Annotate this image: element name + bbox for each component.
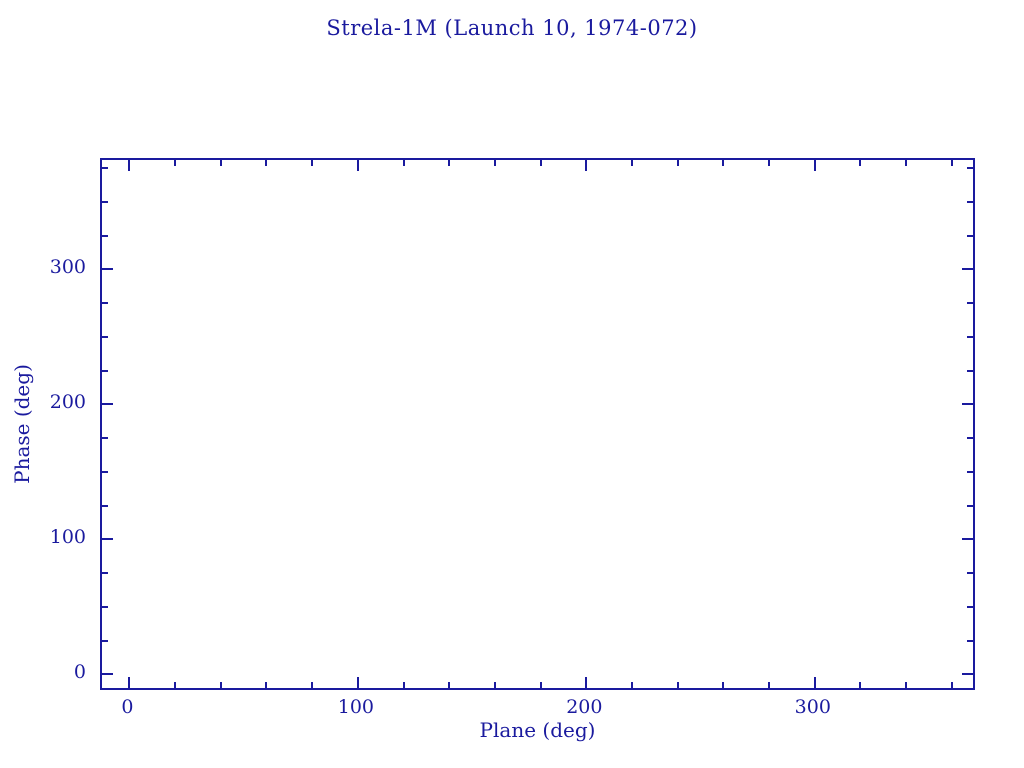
y-axis-tick-right: [962, 673, 973, 676]
x-axis-tick-bottom: [905, 682, 908, 688]
y-axis-tick-label: 0: [73, 661, 86, 684]
x-axis-tick-top: [402, 160, 405, 166]
y-axis-tick-left: [102, 673, 113, 676]
chart-title: Strela-1M (Launch 10, 1974-072): [326, 16, 698, 40]
y-axis-tick-label: 200: [49, 391, 86, 414]
x-axis-tick-top: [585, 160, 588, 171]
x-axis-tick-bottom: [219, 682, 222, 688]
x-axis-tick-top: [768, 160, 771, 166]
x-axis-tick-bottom: [813, 677, 816, 688]
x-axis-tick-bottom: [493, 682, 496, 688]
y-axis-tick-left: [102, 639, 108, 642]
y-axis-tick-right: [967, 234, 973, 237]
y-axis-tick-left: [102, 572, 108, 575]
y-axis-tick-label: 100: [49, 526, 86, 549]
x-axis-tick-label: 200: [566, 696, 603, 718]
y-axis-tick-left: [102, 437, 108, 440]
y-axis-tick-right: [967, 200, 973, 203]
x-axis-tick-top: [722, 160, 725, 166]
y-axis-tick-right: [967, 437, 973, 440]
x-axis-tick-top: [905, 160, 908, 166]
y-axis-tick-right: [967, 605, 973, 608]
x-axis-tick-bottom: [676, 682, 679, 688]
x-axis-tick-top: [128, 160, 131, 171]
y-axis-tick-right: [967, 639, 973, 642]
x-axis-tick-top: [859, 160, 862, 166]
y-axis-tick-right: [967, 504, 973, 507]
x-axis-tick-bottom: [859, 682, 862, 688]
y-axis-tick-right: [967, 572, 973, 575]
y-axis-tick-left: [102, 403, 113, 406]
y-axis-tick-left: [102, 538, 113, 541]
x-axis-tick-top: [448, 160, 451, 166]
y-axis-tick-left: [102, 268, 113, 271]
x-axis-tick-top: [813, 160, 816, 171]
y-axis-tick-left: [102, 302, 108, 305]
x-axis-tick-bottom: [722, 682, 725, 688]
y-axis-tick-left: [102, 504, 108, 507]
x-axis-tick-bottom: [128, 677, 131, 688]
x-axis-tick-bottom: [631, 682, 634, 688]
y-axis-title: Phase (deg): [10, 364, 34, 484]
x-axis-tick-bottom: [311, 682, 314, 688]
y-axis-tick-right: [967, 167, 973, 170]
y-axis-tick-right: [967, 470, 973, 473]
plot-frame: [100, 158, 975, 690]
x-axis-tick-top: [219, 160, 222, 166]
y-axis-tick-left: [102, 605, 108, 608]
y-axis-tick-right: [962, 268, 973, 271]
y-axis-tick-right: [967, 302, 973, 305]
x-axis-tick-bottom: [448, 682, 451, 688]
x-axis-tick-bottom: [402, 682, 405, 688]
x-axis-tick-top: [631, 160, 634, 166]
x-axis-title: Plane (deg): [479, 718, 596, 742]
x-axis-tick-top: [950, 160, 953, 166]
y-axis-tick-right: [962, 538, 973, 541]
y-axis-tick-left: [102, 167, 108, 170]
x-axis-tick-bottom: [539, 682, 542, 688]
x-axis-tick-label: 300: [794, 696, 831, 718]
y-axis-tick-left: [102, 335, 108, 338]
x-axis-tick-top: [356, 160, 359, 171]
y-axis-tick-left: [102, 234, 108, 237]
x-axis-tick-bottom: [356, 677, 359, 688]
x-axis-tick-label: 0: [121, 696, 134, 718]
plot-data-area: [102, 160, 973, 688]
y-axis-tick-left: [102, 470, 108, 473]
y-axis-tick-right: [967, 369, 973, 372]
y-axis-tick-label: 300: [49, 256, 86, 279]
y-axis-tick-left: [102, 369, 108, 372]
x-axis-tick-bottom: [265, 682, 268, 688]
x-axis-tick-bottom: [585, 677, 588, 688]
x-axis-tick-top: [174, 160, 177, 166]
x-axis-tick-top: [676, 160, 679, 166]
x-axis-tick-bottom: [768, 682, 771, 688]
y-axis-tick-right: [962, 403, 973, 406]
x-axis-tick-top: [265, 160, 268, 166]
x-axis-tick-label: 100: [337, 696, 374, 718]
x-axis-tick-top: [493, 160, 496, 166]
x-axis-tick-top: [539, 160, 542, 166]
x-axis-tick-bottom: [174, 682, 177, 688]
y-axis-tick-left: [102, 200, 108, 203]
y-axis-tick-right: [967, 335, 973, 338]
x-axis-tick-bottom: [950, 682, 953, 688]
x-axis-tick-top: [311, 160, 314, 166]
